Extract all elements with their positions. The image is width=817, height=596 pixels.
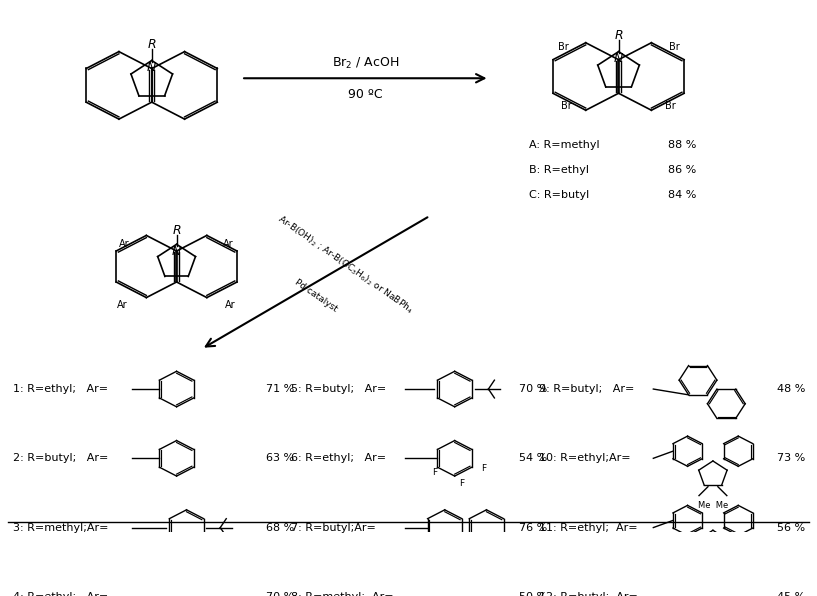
Text: Br: Br bbox=[668, 42, 680, 52]
Text: 71 %: 71 % bbox=[266, 384, 294, 394]
Text: F: F bbox=[458, 479, 464, 488]
Text: 9: R=butyl;   Ar=: 9: R=butyl; Ar= bbox=[539, 384, 635, 394]
Text: Ar: Ar bbox=[117, 300, 127, 310]
Text: Pd catalyst: Pd catalyst bbox=[292, 278, 338, 314]
Text: 5: R=butyl;   Ar=: 5: R=butyl; Ar= bbox=[291, 384, 386, 394]
Text: 86 %: 86 % bbox=[668, 164, 696, 175]
Text: 90 ºC: 90 ºC bbox=[348, 88, 382, 101]
Text: C: R=butyl: C: R=butyl bbox=[529, 190, 589, 200]
Text: 6: R=ethyl;   Ar=: 6: R=ethyl; Ar= bbox=[291, 454, 386, 463]
Text: Br: Br bbox=[558, 42, 569, 52]
Text: 8: R=methyl;  Ar=: 8: R=methyl; Ar= bbox=[291, 592, 394, 596]
Text: N: N bbox=[172, 245, 181, 258]
Text: F: F bbox=[432, 468, 438, 477]
Text: 48 %: 48 % bbox=[778, 384, 806, 394]
Text: 10: R=ethyl;Ar=: 10: R=ethyl;Ar= bbox=[539, 454, 631, 463]
Text: B: R=ethyl: B: R=ethyl bbox=[529, 164, 589, 175]
Text: 4: R=ethyl;   Ar=: 4: R=ethyl; Ar= bbox=[13, 592, 108, 596]
Text: 84 %: 84 % bbox=[668, 190, 697, 200]
Text: Ar: Ar bbox=[119, 240, 130, 249]
Text: N: N bbox=[147, 61, 156, 74]
Text: 11: R=ethyl;  Ar=: 11: R=ethyl; Ar= bbox=[539, 523, 638, 533]
Text: Ar-B(OH)$_2$ ; Ar-B(OC$_3$H$_6$)$_2$ or NaBPh$_4$: Ar-B(OH)$_2$ ; Ar-B(OC$_3$H$_6$)$_2$ or … bbox=[275, 213, 416, 316]
Text: 50 %: 50 % bbox=[520, 592, 547, 596]
Text: A: R=methyl: A: R=methyl bbox=[529, 140, 600, 150]
Text: 12: R=butyl;  Ar=: 12: R=butyl; Ar= bbox=[539, 592, 638, 596]
Text: 1: R=ethyl;   Ar=: 1: R=ethyl; Ar= bbox=[13, 384, 108, 394]
Text: Ar: Ar bbox=[225, 300, 236, 310]
Text: Me  Me: Me Me bbox=[698, 501, 728, 510]
Text: Br: Br bbox=[665, 101, 676, 111]
Text: 88 %: 88 % bbox=[668, 140, 697, 150]
Text: 68 %: 68 % bbox=[266, 523, 294, 533]
Text: F: F bbox=[480, 464, 486, 473]
Text: 70 %: 70 % bbox=[520, 384, 547, 394]
Text: Br$_2$ / AcOH: Br$_2$ / AcOH bbox=[332, 55, 399, 71]
Text: N: N bbox=[614, 52, 623, 65]
Text: R: R bbox=[172, 224, 181, 237]
Text: 2: R=butyl;   Ar=: 2: R=butyl; Ar= bbox=[13, 454, 108, 463]
Text: 45 %: 45 % bbox=[778, 592, 806, 596]
Text: 3: R=methyl;Ar=: 3: R=methyl;Ar= bbox=[13, 523, 108, 533]
Text: 54 %: 54 % bbox=[520, 454, 547, 463]
Text: R: R bbox=[614, 29, 623, 42]
Text: 56 %: 56 % bbox=[778, 523, 806, 533]
Text: 63 %: 63 % bbox=[266, 454, 294, 463]
Text: 73 %: 73 % bbox=[778, 454, 806, 463]
Text: Br: Br bbox=[561, 101, 572, 111]
Text: R: R bbox=[147, 38, 156, 51]
Text: 76 %: 76 % bbox=[520, 523, 547, 533]
Text: Ar: Ar bbox=[223, 240, 234, 249]
Text: 7: R=butyl;Ar=: 7: R=butyl;Ar= bbox=[291, 523, 376, 533]
Text: 70 %: 70 % bbox=[266, 592, 294, 596]
